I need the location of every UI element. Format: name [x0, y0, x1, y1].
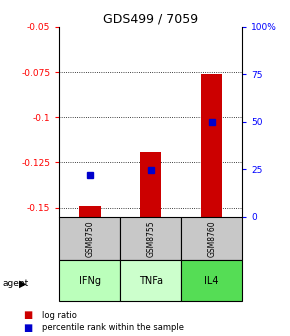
Text: percentile rank within the sample: percentile rank within the sample: [42, 323, 184, 332]
Text: log ratio: log ratio: [42, 311, 77, 320]
Text: IFNg: IFNg: [79, 276, 101, 286]
Bar: [181, 260, 242, 301]
Bar: [59, 260, 120, 301]
Text: agent: agent: [3, 280, 29, 288]
Text: ■: ■: [23, 310, 32, 320]
Text: IL4: IL4: [204, 276, 219, 286]
Text: TNFa: TNFa: [139, 276, 163, 286]
Text: ▶: ▶: [19, 279, 26, 289]
Text: ■: ■: [23, 323, 32, 333]
Bar: [59, 217, 120, 260]
Bar: [140, 152, 162, 217]
Bar: [120, 260, 181, 301]
Text: GSM8755: GSM8755: [146, 220, 155, 257]
Bar: [120, 217, 181, 260]
Bar: [201, 74, 222, 217]
Title: GDS499 / 7059: GDS499 / 7059: [103, 13, 198, 26]
Text: GSM8760: GSM8760: [207, 220, 216, 257]
Bar: [181, 217, 242, 260]
Text: GSM8750: GSM8750: [85, 220, 95, 257]
Bar: [79, 206, 101, 217]
